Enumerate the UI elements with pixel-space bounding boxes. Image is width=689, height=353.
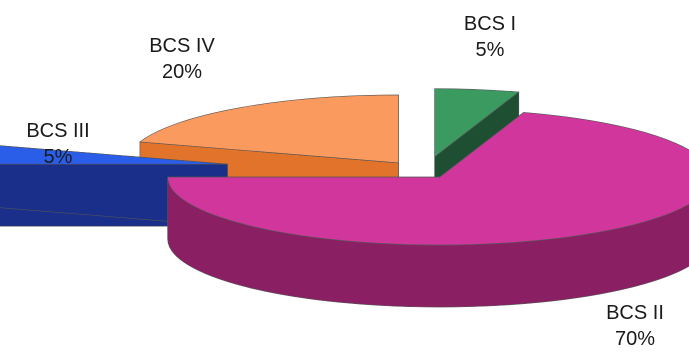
slice-label-bcs-iii: BCS III 5%: [8, 118, 108, 170]
slice-top-bcs-i: [434, 88, 520, 158]
slice-top-bcs-iv: [139, 94, 399, 164]
slice-value-bcs-ii: 70%: [614, 328, 656, 350]
slice-label-bcs-i: BCS I 5%: [440, 11, 540, 63]
slice-value-bcs-iii: 5%: [43, 146, 73, 168]
slice-name-bcs-iv: BCS IV: [149, 35, 215, 57]
slice-top-bcs-iii: [0, 145, 228, 165]
slice-label-bcs-iv: BCS IV 20%: [132, 33, 232, 85]
slice-value-bcs-iv: 20%: [161, 61, 203, 83]
slice-bcs-ii: [167, 111, 689, 308]
slice-top-bcs-ii: [167, 112, 689, 246]
slice-name-bcs-ii: BCS II: [606, 302, 664, 324]
slice-name-bcs-i: BCS I: [463, 13, 517, 35]
slice-label-bcs-ii: BCS II 70%: [585, 300, 685, 352]
slice-name-bcs-iii: BCS III: [26, 120, 90, 142]
slice-value-bcs-i: 5%: [475, 39, 505, 61]
